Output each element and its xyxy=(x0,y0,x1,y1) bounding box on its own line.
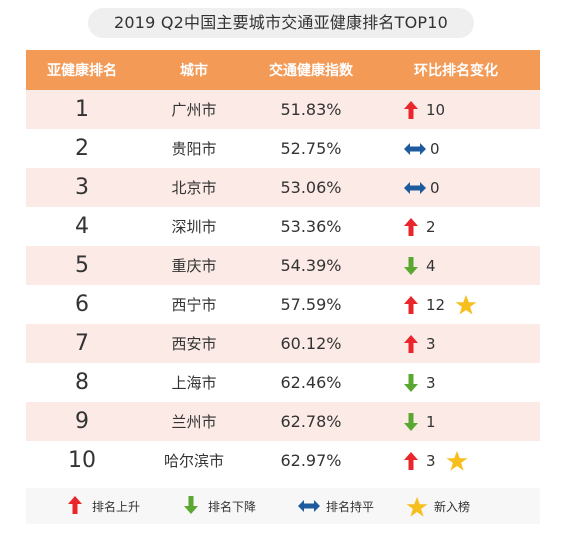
legend-new-label: 新入榜 xyxy=(434,499,471,514)
table-row: 6 西宁市 57.59% 12 xyxy=(26,285,540,324)
rank-change-value: 1 xyxy=(426,412,436,431)
rank-value: 4 xyxy=(75,214,89,239)
arrow-up-icon xyxy=(404,295,422,315)
city-name: 贵阳市 xyxy=(171,140,217,158)
rank-value: 2 xyxy=(75,136,89,161)
health-index: 62.78% xyxy=(280,412,342,431)
table-row: 3 北京市 53.06% 0 xyxy=(26,168,540,207)
rank-value: 1 xyxy=(75,97,89,122)
health-index: 52.75% xyxy=(280,139,342,158)
health-index: 54.39% xyxy=(280,256,342,275)
star-icon xyxy=(455,294,477,316)
city-name: 西宁市 xyxy=(171,296,217,314)
legend-flat-label: 排名持平 xyxy=(326,499,375,514)
arrow-left-right-icon xyxy=(404,178,426,198)
rank-change-value: 10 xyxy=(426,100,446,119)
city-name: 兰州市 xyxy=(171,413,217,431)
rank-value: 10 xyxy=(68,448,96,473)
arrow-down-icon xyxy=(404,373,422,393)
table-header: 亚健康排名 城市 交通健康指数 环比排名变化 xyxy=(26,50,540,90)
arrow-down-icon xyxy=(404,412,422,432)
health-index: 53.06% xyxy=(280,178,342,197)
ranking-table: 亚健康排名 城市 交通健康指数 环比排名变化 1 广州市 51.83% 10 2 贵阳市 5… xyxy=(26,50,540,480)
table-row: 1 广州市 51.83% 10 xyxy=(26,90,540,129)
rank-change-value: 3 xyxy=(426,451,436,470)
city-name: 哈尔滨市 xyxy=(163,452,224,470)
legend-up-label: 排名上升 xyxy=(92,499,141,514)
table-row: 7 西安市 60.12% 3 xyxy=(26,324,540,363)
arrow-up-icon xyxy=(68,496,86,516)
table-row: 10 哈尔滨市 62.97% 3 xyxy=(26,441,540,480)
legend: 排名上升 排名下降 排名持平 新入榜 xyxy=(26,488,540,524)
arrow-up-icon xyxy=(404,100,422,120)
star-icon xyxy=(406,496,428,517)
table-row: 2 贵阳市 52.75% 0 xyxy=(26,129,540,168)
rank-change-value: 2 xyxy=(426,217,436,236)
rank-value: 5 xyxy=(75,253,89,278)
health-index: 62.46% xyxy=(280,373,342,392)
header-city: 城市 xyxy=(180,63,208,79)
arrow-up-icon xyxy=(404,451,422,471)
city-name: 深圳市 xyxy=(171,218,217,236)
legend-new: 新入榜 xyxy=(406,488,470,524)
rank-value: 3 xyxy=(75,175,89,200)
health-index: 57.59% xyxy=(280,295,342,314)
table-row: 9 兰州市 62.78% 1 xyxy=(26,402,540,441)
page-title: 2019 Q2中国主要城市交通亚健康排名TOP10 xyxy=(88,8,474,38)
city-name: 重庆市 xyxy=(171,257,217,275)
health-index: 62.97% xyxy=(280,451,342,470)
city-name: 北京市 xyxy=(171,179,217,197)
rank-value: 8 xyxy=(75,370,89,395)
arrow-down-icon xyxy=(404,256,422,276)
legend-down-label: 排名下降 xyxy=(208,499,257,514)
rank-change-value: 0 xyxy=(430,139,440,158)
city-name: 广州市 xyxy=(171,101,217,119)
rank-change-value: 3 xyxy=(426,373,436,392)
header-index: 交通健康指数 xyxy=(269,63,353,79)
rank-change-value: 0 xyxy=(430,178,440,197)
rank-change-value: 4 xyxy=(426,256,436,275)
arrow-up-icon xyxy=(404,334,422,354)
legend-down: 排名下降 xyxy=(184,488,256,524)
rank-value: 6 xyxy=(75,292,89,317)
arrow-down-icon xyxy=(184,496,202,516)
city-name: 上海市 xyxy=(171,374,217,392)
legend-up: 排名上升 xyxy=(68,488,140,524)
table-body: 1 广州市 51.83% 10 2 贵阳市 52.75% 0 3 北京市 53.06% 0 4 深圳市 53… xyxy=(26,90,540,480)
health-index: 51.83% xyxy=(280,100,342,119)
rank-change-value: 12 xyxy=(426,295,446,314)
table-row: 5 重庆市 54.39% 4 xyxy=(26,246,540,285)
city-name: 西安市 xyxy=(171,335,217,353)
table-row: 4 深圳市 53.36% 2 xyxy=(26,207,540,246)
legend-flat: 排名持平 xyxy=(298,488,374,524)
star-icon xyxy=(446,450,468,472)
arrow-left-right-icon xyxy=(404,139,426,159)
arrow-up-icon xyxy=(404,217,422,237)
health-index: 60.12% xyxy=(280,334,342,353)
header-change: 环比排名变化 xyxy=(414,63,498,79)
header-rank: 亚健康排名 xyxy=(47,63,117,79)
table-row: 8 上海市 62.46% 3 xyxy=(26,363,540,402)
rank-value: 7 xyxy=(75,331,89,356)
arrow-left-right-icon xyxy=(298,496,320,516)
rank-value: 9 xyxy=(75,409,89,434)
rank-change-value: 3 xyxy=(426,334,436,353)
health-index: 53.36% xyxy=(280,217,342,236)
